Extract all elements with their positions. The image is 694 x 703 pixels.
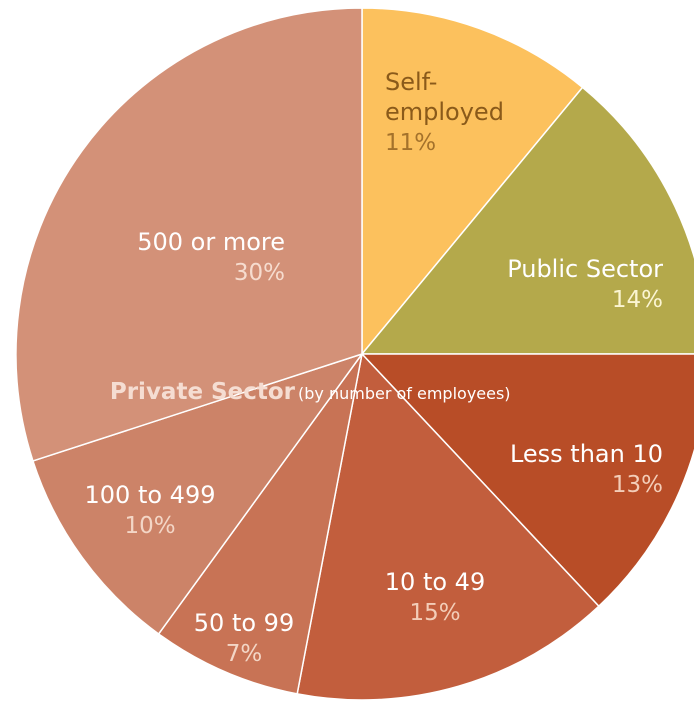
slice-value-10-to-49: 15%: [409, 600, 460, 626]
slice-label-10-to-49: 10 to 49: [385, 568, 485, 596]
pie-slice-100-to-499: [31, 352, 364, 635]
private-sector-group-note: (by number of employees): [298, 384, 511, 403]
slice-value-500-or-more: 30%: [234, 260, 285, 286]
slice-value-self-employed: 11%: [385, 130, 436, 156]
group-title: Private Sector: [110, 379, 296, 405]
slice-label-500-or-more: 500 or more: [137, 228, 285, 256]
pie-slice-self-employed: [361, 7, 584, 357]
slice-label-public-sector: Public Sector: [507, 255, 663, 283]
pie-slice-public-sector: [360, 86, 694, 355]
slice-value-100-to-499: 10%: [124, 513, 175, 539]
slice-label-50-to-99: 50 to 99: [194, 609, 294, 637]
pie-labels: Self-employed 11% Public Sector 14% Less tha…: [85, 68, 664, 667]
slice-value-50-to-99: 7%: [226, 641, 263, 667]
pie-slice-10-to-49: [296, 352, 600, 701]
pie-slice-50-to-99: [157, 353, 363, 695]
pie-slice-500-or-more: [15, 7, 363, 462]
pie-slice-less-than-10: [360, 353, 694, 608]
slice-label-100-to-499: 100 to 499: [85, 481, 216, 509]
private-sector-group-label: Private Sector: [110, 379, 296, 405]
slice-value-less-than-10: 13%: [612, 472, 663, 498]
slice-value-public-sector: 14%: [612, 287, 663, 313]
pie-slices: [15, 7, 694, 701]
slice-label-self-employed: Self-employed: [385, 68, 504, 126]
slice-label-less-than-10: Less than 10: [510, 440, 663, 468]
